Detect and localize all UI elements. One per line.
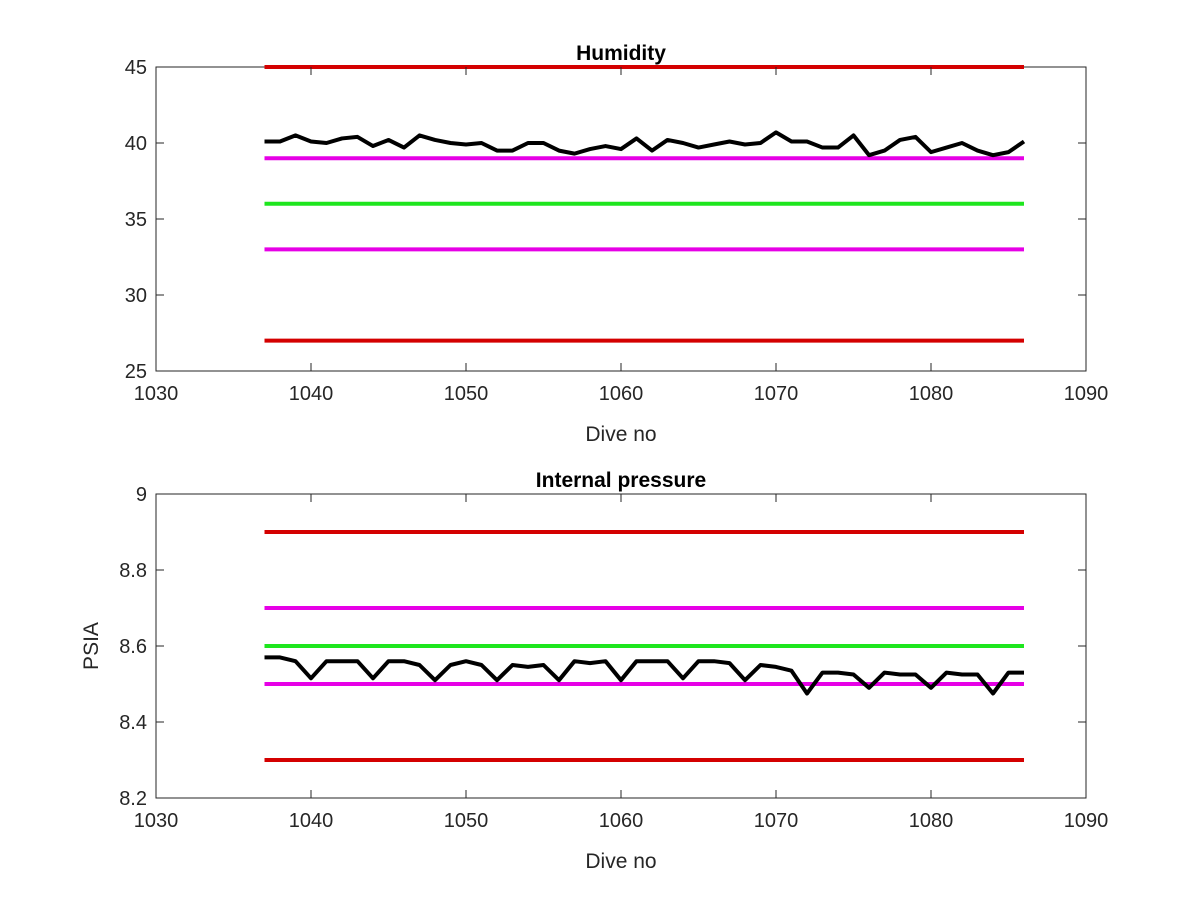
x-tick-label: 1090 bbox=[1064, 810, 1109, 832]
x-tick-label: 1040 bbox=[289, 383, 334, 405]
x-axis-label: Dive no bbox=[585, 850, 656, 873]
y-tick-label: 9 bbox=[136, 484, 147, 506]
y-tick-label: 45 bbox=[125, 57, 147, 79]
subplot-1: 1030 1040 1050 1060 1070 1080 1090 25 30 35 40 45 Hu… bbox=[125, 42, 1109, 446]
x-tick-label: 1050 bbox=[444, 810, 489, 832]
subplot-2: 1030 1040 1050 1060 1070 1080 1090 8.2 8.4 8.6 8.8… bbox=[80, 469, 1108, 873]
chart-title: Humidity bbox=[576, 42, 666, 65]
x-tick-label: 1080 bbox=[909, 383, 954, 405]
x-tick-label: 1050 bbox=[444, 383, 489, 405]
y-tick-label: 8.8 bbox=[119, 560, 147, 582]
y-tick-label: 35 bbox=[125, 209, 147, 231]
chart-title: Internal pressure bbox=[536, 469, 706, 492]
y-tick-label: 8.2 bbox=[119, 788, 147, 810]
x-tick-label: 1040 bbox=[289, 810, 334, 832]
x-tick-label: 1070 bbox=[754, 383, 799, 405]
series-group bbox=[264, 530, 1024, 762]
y-axis-label: PSIA bbox=[80, 622, 103, 670]
y-tick-label: 30 bbox=[125, 285, 147, 307]
series-group bbox=[264, 65, 1026, 343]
y-tick-label: 8.6 bbox=[119, 636, 147, 658]
x-tick-label: 1060 bbox=[599, 383, 644, 405]
x-tick-label: 1030 bbox=[134, 383, 179, 405]
x-tick-label: 1090 bbox=[1064, 383, 1109, 405]
x-tick-label: 1080 bbox=[909, 810, 954, 832]
axes-box bbox=[155, 66, 1087, 372]
series-line-6 bbox=[264, 130, 1026, 158]
x-tick-label: 1030 bbox=[134, 810, 179, 832]
x-axis-label: Dive no bbox=[585, 423, 656, 446]
series-line-6 bbox=[264, 655, 1024, 696]
x-tick-label: 1060 bbox=[599, 810, 644, 832]
y-tick-label: 8.4 bbox=[119, 712, 147, 734]
x-tick-label: 1070 bbox=[754, 810, 799, 832]
y-tick-label: 40 bbox=[125, 133, 147, 155]
y-tick-label: 25 bbox=[125, 361, 147, 383]
